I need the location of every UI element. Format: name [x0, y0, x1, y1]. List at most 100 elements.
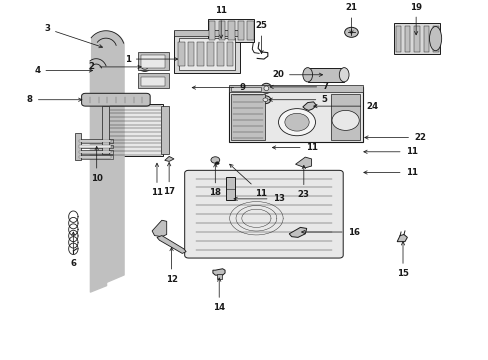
- Ellipse shape: [428, 26, 441, 51]
- Bar: [79, 151, 111, 153]
- Bar: [226, 42, 233, 66]
- Text: 14: 14: [213, 278, 225, 312]
- Text: 12: 12: [165, 247, 177, 284]
- Text: 1: 1: [124, 55, 177, 64]
- Ellipse shape: [261, 83, 271, 93]
- Circle shape: [210, 157, 219, 163]
- Text: 8: 8: [27, 95, 81, 104]
- FancyBboxPatch shape: [81, 93, 150, 106]
- Text: 25: 25: [255, 21, 267, 54]
- Polygon shape: [302, 102, 316, 111]
- Polygon shape: [396, 234, 407, 242]
- Bar: [141, 77, 165, 86]
- Text: 23: 23: [297, 165, 309, 199]
- Bar: [141, 55, 165, 68]
- Bar: [228, 86, 362, 142]
- Bar: [137, 52, 169, 70]
- Bar: [414, 26, 419, 51]
- FancyBboxPatch shape: [184, 170, 343, 258]
- Bar: [307, 68, 344, 82]
- Bar: [107, 104, 163, 156]
- Text: 22: 22: [364, 133, 425, 142]
- Text: 11: 11: [215, 6, 227, 38]
- Bar: [231, 94, 265, 140]
- Text: 16: 16: [301, 228, 359, 237]
- Bar: [395, 26, 400, 51]
- Bar: [206, 42, 213, 66]
- Text: 15: 15: [396, 242, 408, 278]
- Bar: [179, 39, 234, 70]
- Text: 11: 11: [272, 143, 317, 152]
- Bar: [330, 94, 360, 140]
- Bar: [208, 21, 215, 40]
- Bar: [77, 139, 113, 143]
- Bar: [231, 87, 260, 91]
- Circle shape: [344, 27, 358, 37]
- Bar: [197, 42, 203, 66]
- Bar: [161, 106, 169, 154]
- Bar: [207, 19, 254, 42]
- Bar: [216, 42, 223, 66]
- Bar: [75, 133, 81, 160]
- Text: 11: 11: [363, 147, 417, 156]
- Bar: [423, 26, 428, 51]
- Bar: [218, 21, 224, 40]
- Bar: [79, 140, 111, 142]
- Ellipse shape: [260, 96, 270, 104]
- Text: 21: 21: [345, 3, 357, 34]
- Text: 11: 11: [229, 164, 266, 198]
- Ellipse shape: [339, 68, 348, 82]
- Bar: [247, 21, 253, 40]
- Ellipse shape: [139, 62, 151, 71]
- Bar: [187, 42, 194, 66]
- Text: 24: 24: [313, 102, 378, 111]
- Text: 2: 2: [88, 62, 141, 71]
- Circle shape: [215, 162, 219, 165]
- Ellipse shape: [263, 98, 267, 102]
- Text: 20: 20: [271, 70, 322, 79]
- Bar: [174, 30, 239, 36]
- Text: 4: 4: [34, 66, 92, 75]
- Circle shape: [278, 109, 315, 136]
- Polygon shape: [212, 269, 224, 275]
- Polygon shape: [164, 156, 174, 161]
- Text: 17: 17: [163, 163, 175, 196]
- Text: 3: 3: [44, 24, 102, 48]
- Bar: [174, 31, 239, 73]
- Polygon shape: [157, 235, 186, 253]
- Bar: [178, 42, 184, 66]
- Bar: [228, 85, 362, 92]
- Text: 13: 13: [234, 194, 284, 203]
- Bar: [404, 26, 409, 51]
- Circle shape: [331, 111, 359, 130]
- Bar: [137, 73, 169, 87]
- Bar: [237, 21, 244, 40]
- Ellipse shape: [264, 86, 268, 91]
- Bar: [79, 145, 111, 148]
- Text: 7: 7: [269, 82, 327, 91]
- Polygon shape: [288, 228, 306, 237]
- Text: 11: 11: [363, 168, 417, 177]
- Bar: [77, 156, 113, 159]
- Bar: [77, 145, 113, 148]
- Ellipse shape: [142, 64, 148, 69]
- Text: 11: 11: [151, 163, 163, 197]
- Bar: [393, 23, 440, 54]
- Bar: [225, 177, 234, 200]
- Bar: [77, 150, 113, 154]
- Bar: [79, 156, 111, 158]
- Circle shape: [285, 113, 308, 131]
- Text: 6: 6: [70, 232, 76, 268]
- Polygon shape: [295, 157, 311, 168]
- Bar: [228, 21, 234, 40]
- Bar: [217, 274, 222, 279]
- Bar: [432, 26, 438, 51]
- Text: 9: 9: [192, 83, 244, 92]
- Text: 18: 18: [209, 163, 221, 197]
- Text: 5: 5: [268, 95, 326, 104]
- Polygon shape: [152, 220, 166, 237]
- Text: 19: 19: [409, 3, 421, 35]
- Text: 10: 10: [91, 147, 102, 183]
- Ellipse shape: [302, 68, 312, 82]
- Bar: [102, 106, 109, 154]
